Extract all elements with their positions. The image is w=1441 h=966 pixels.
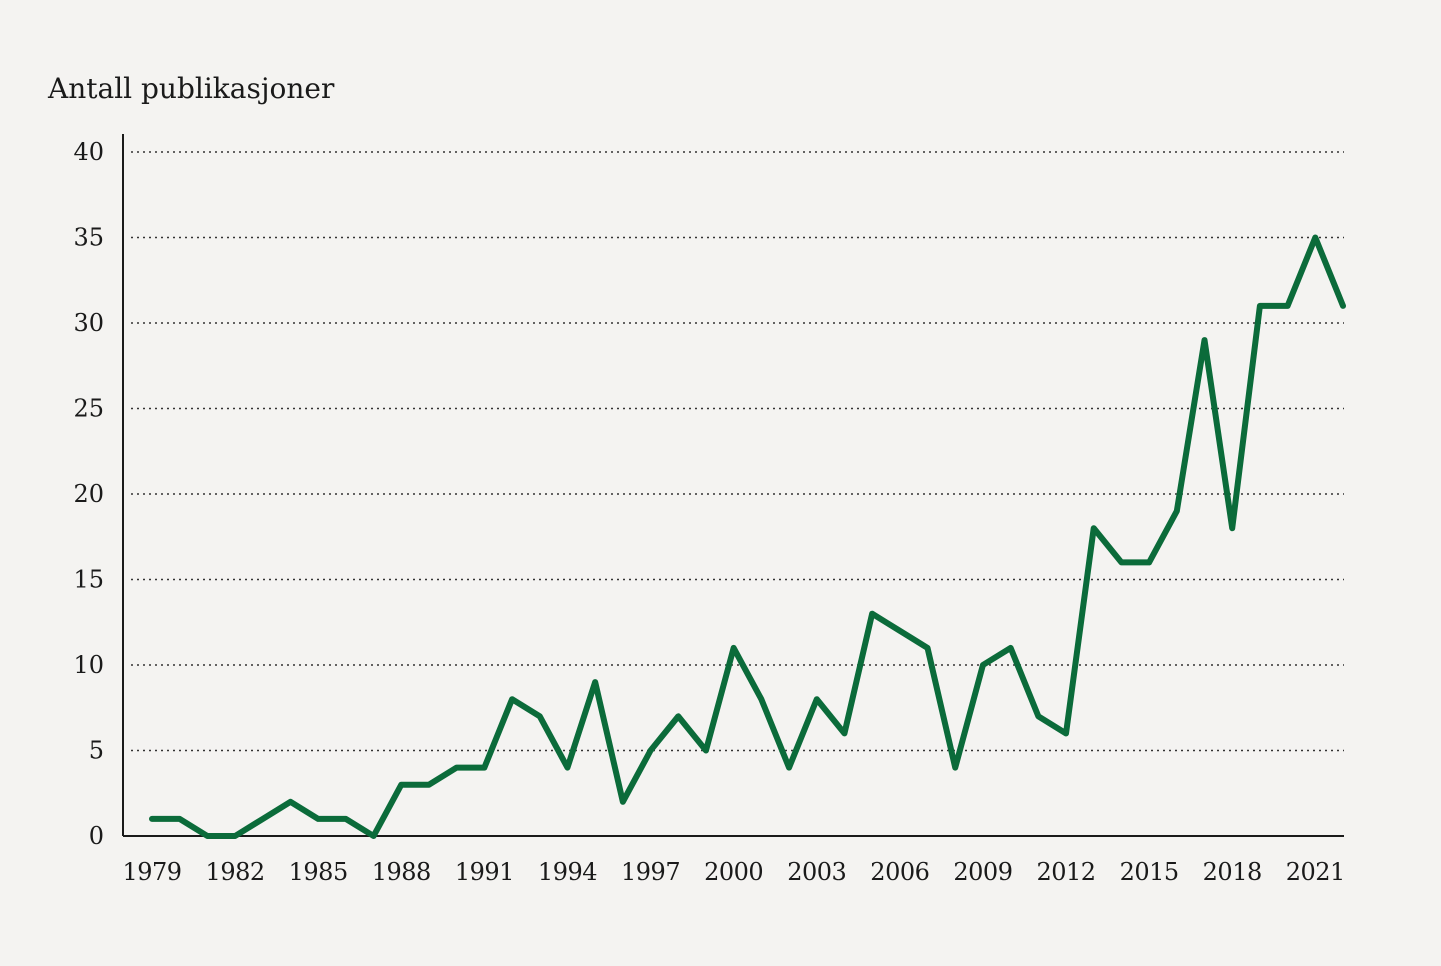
x-tick-label: 1994	[538, 858, 597, 886]
x-tick-label: 2021	[1286, 858, 1345, 886]
x-tick-label: 2006	[870, 858, 929, 886]
x-tick-label: 1979	[122, 858, 181, 886]
y-tick-labels: 0 5 10 15 20 25 30 35 40	[73, 138, 104, 850]
y-tick-label: 40	[73, 138, 104, 166]
x-tick-label: 2015	[1120, 858, 1179, 886]
x-tick-label: 1982	[206, 858, 265, 886]
x-tick-label: 2018	[1203, 858, 1262, 886]
x-tick-label: 1985	[289, 858, 348, 886]
y-tick-label: 10	[73, 651, 104, 679]
y-axis-label: Antall publikasjoner	[47, 72, 335, 105]
y-tick-label: 0	[89, 822, 104, 850]
y-tick-label: 15	[73, 566, 104, 594]
x-tick-label: 2000	[704, 858, 763, 886]
grid-lines	[131, 151, 1344, 752]
y-tick-label: 30	[73, 309, 104, 337]
y-tick-label: 25	[73, 395, 104, 423]
y-tick-label: 5	[89, 737, 104, 765]
x-tick-label: 1997	[621, 858, 680, 886]
series-layer	[149, 234, 1346, 839]
x-tick-labels: 1979 1982 1985 1988 1991 1994 1997 2000 2003 2006…	[122, 858, 1345, 886]
x-tick-label: 2003	[787, 858, 846, 886]
x-tick-label: 2012	[1036, 858, 1095, 886]
x-tick-label: 1988	[372, 858, 431, 886]
x-tick-label: 1991	[455, 858, 514, 886]
x-tick-label: 2009	[953, 858, 1012, 886]
y-tick-label: 20	[73, 480, 104, 508]
y-tick-label: 35	[73, 224, 104, 252]
series-line	[149, 234, 1346, 839]
